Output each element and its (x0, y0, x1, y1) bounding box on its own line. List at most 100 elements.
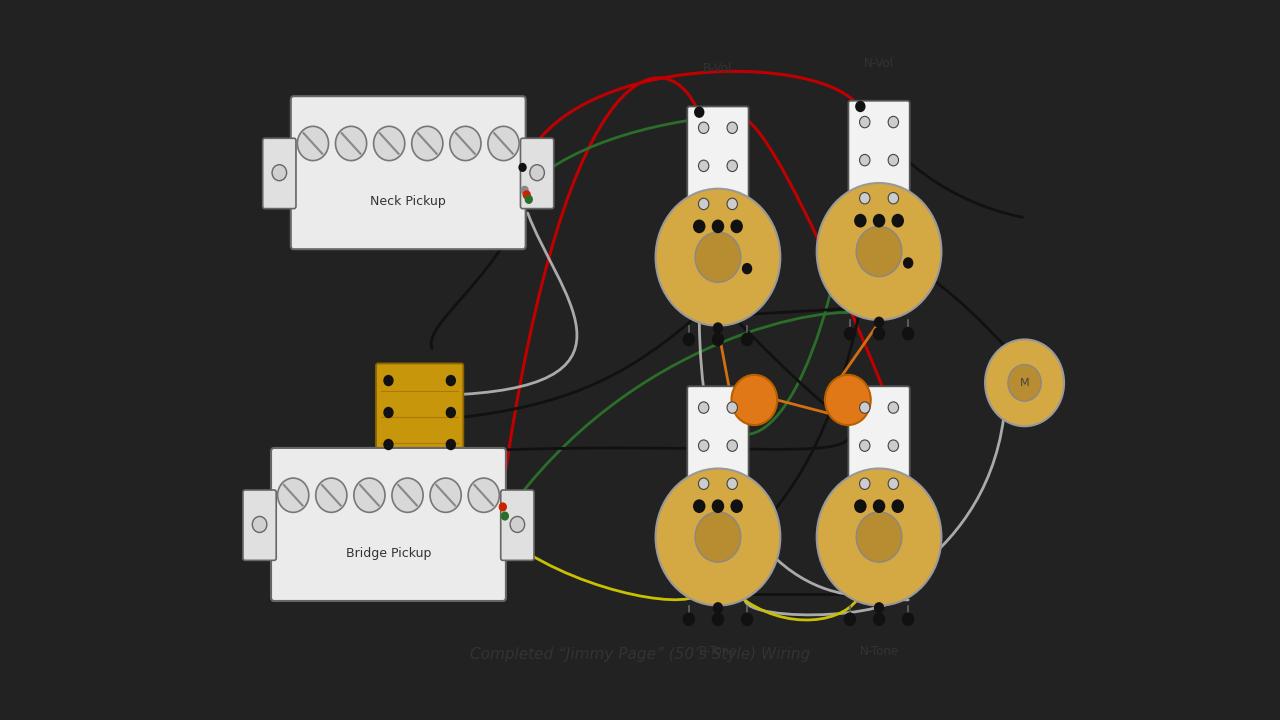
Circle shape (353, 478, 385, 513)
Text: Bridge Pickup: Bridge Pickup (346, 547, 431, 560)
Circle shape (844, 613, 856, 626)
Circle shape (888, 154, 899, 166)
Circle shape (873, 613, 886, 626)
FancyBboxPatch shape (849, 101, 910, 220)
Circle shape (892, 214, 904, 228)
Circle shape (374, 126, 404, 161)
Circle shape (860, 117, 870, 127)
Circle shape (902, 613, 914, 626)
Circle shape (699, 160, 709, 171)
Circle shape (694, 107, 704, 118)
Circle shape (525, 195, 532, 204)
Circle shape (273, 165, 287, 181)
Circle shape (383, 375, 394, 386)
Circle shape (695, 512, 741, 562)
Circle shape (742, 263, 753, 274)
Circle shape (445, 407, 456, 418)
Text: Completed “Jimmy Page” (50’s Style) Wiring: Completed “Jimmy Page” (50’s Style) Wiri… (470, 647, 810, 662)
Circle shape (888, 117, 899, 127)
Circle shape (727, 122, 737, 133)
Circle shape (655, 189, 781, 325)
Circle shape (445, 375, 456, 386)
Circle shape (530, 165, 544, 181)
Circle shape (854, 214, 867, 228)
FancyBboxPatch shape (291, 96, 526, 249)
Circle shape (727, 402, 737, 413)
Circle shape (522, 190, 531, 199)
Circle shape (699, 122, 709, 133)
Circle shape (873, 327, 886, 341)
Circle shape (392, 478, 424, 513)
Circle shape (888, 440, 899, 451)
Circle shape (817, 183, 941, 320)
Circle shape (713, 323, 723, 334)
Circle shape (655, 469, 781, 606)
Circle shape (856, 226, 902, 276)
Circle shape (873, 500, 886, 513)
Circle shape (731, 375, 777, 425)
FancyBboxPatch shape (521, 138, 554, 209)
Circle shape (741, 613, 754, 626)
Circle shape (855, 101, 865, 112)
Text: Neck Pickup: Neck Pickup (370, 195, 447, 208)
FancyBboxPatch shape (243, 490, 276, 560)
FancyBboxPatch shape (376, 364, 463, 471)
Circle shape (682, 333, 695, 346)
Circle shape (902, 327, 914, 341)
Circle shape (430, 478, 461, 513)
Circle shape (412, 126, 443, 161)
Circle shape (727, 478, 737, 490)
Circle shape (252, 516, 266, 533)
Circle shape (383, 407, 394, 418)
Circle shape (297, 126, 329, 161)
Circle shape (499, 503, 507, 511)
Text: N-Tone: N-Tone (859, 644, 899, 658)
Circle shape (692, 500, 705, 513)
Circle shape (518, 163, 526, 172)
Circle shape (856, 512, 902, 562)
Circle shape (699, 402, 709, 413)
Circle shape (888, 402, 899, 413)
FancyBboxPatch shape (687, 386, 749, 505)
Circle shape (731, 500, 742, 513)
Circle shape (509, 516, 525, 533)
FancyBboxPatch shape (271, 448, 506, 601)
Circle shape (902, 257, 914, 269)
Circle shape (699, 440, 709, 451)
FancyBboxPatch shape (500, 490, 534, 560)
Circle shape (445, 438, 456, 450)
Circle shape (468, 478, 499, 513)
Circle shape (874, 602, 884, 613)
Circle shape (817, 469, 941, 606)
Circle shape (449, 126, 481, 161)
Circle shape (500, 511, 509, 521)
Circle shape (888, 478, 899, 490)
Circle shape (888, 192, 899, 204)
Circle shape (692, 220, 705, 233)
Circle shape (521, 186, 529, 195)
Text: N-Vol: N-Vol (864, 57, 893, 70)
Circle shape (1007, 364, 1041, 401)
Text: M: M (1020, 378, 1029, 388)
Circle shape (712, 613, 724, 626)
Circle shape (860, 478, 870, 490)
Circle shape (854, 500, 867, 513)
Circle shape (316, 478, 347, 513)
FancyBboxPatch shape (687, 107, 749, 225)
Circle shape (699, 198, 709, 210)
Circle shape (873, 214, 886, 228)
Circle shape (682, 613, 695, 626)
Circle shape (278, 478, 308, 513)
Circle shape (826, 375, 870, 425)
Circle shape (699, 478, 709, 490)
FancyBboxPatch shape (849, 386, 910, 505)
Circle shape (727, 440, 737, 451)
Circle shape (712, 333, 724, 346)
Text: B-Vol: B-Vol (703, 62, 732, 76)
Circle shape (335, 126, 366, 161)
Circle shape (695, 232, 741, 282)
Circle shape (860, 154, 870, 166)
Circle shape (860, 192, 870, 204)
Circle shape (727, 198, 737, 210)
Circle shape (741, 333, 754, 346)
